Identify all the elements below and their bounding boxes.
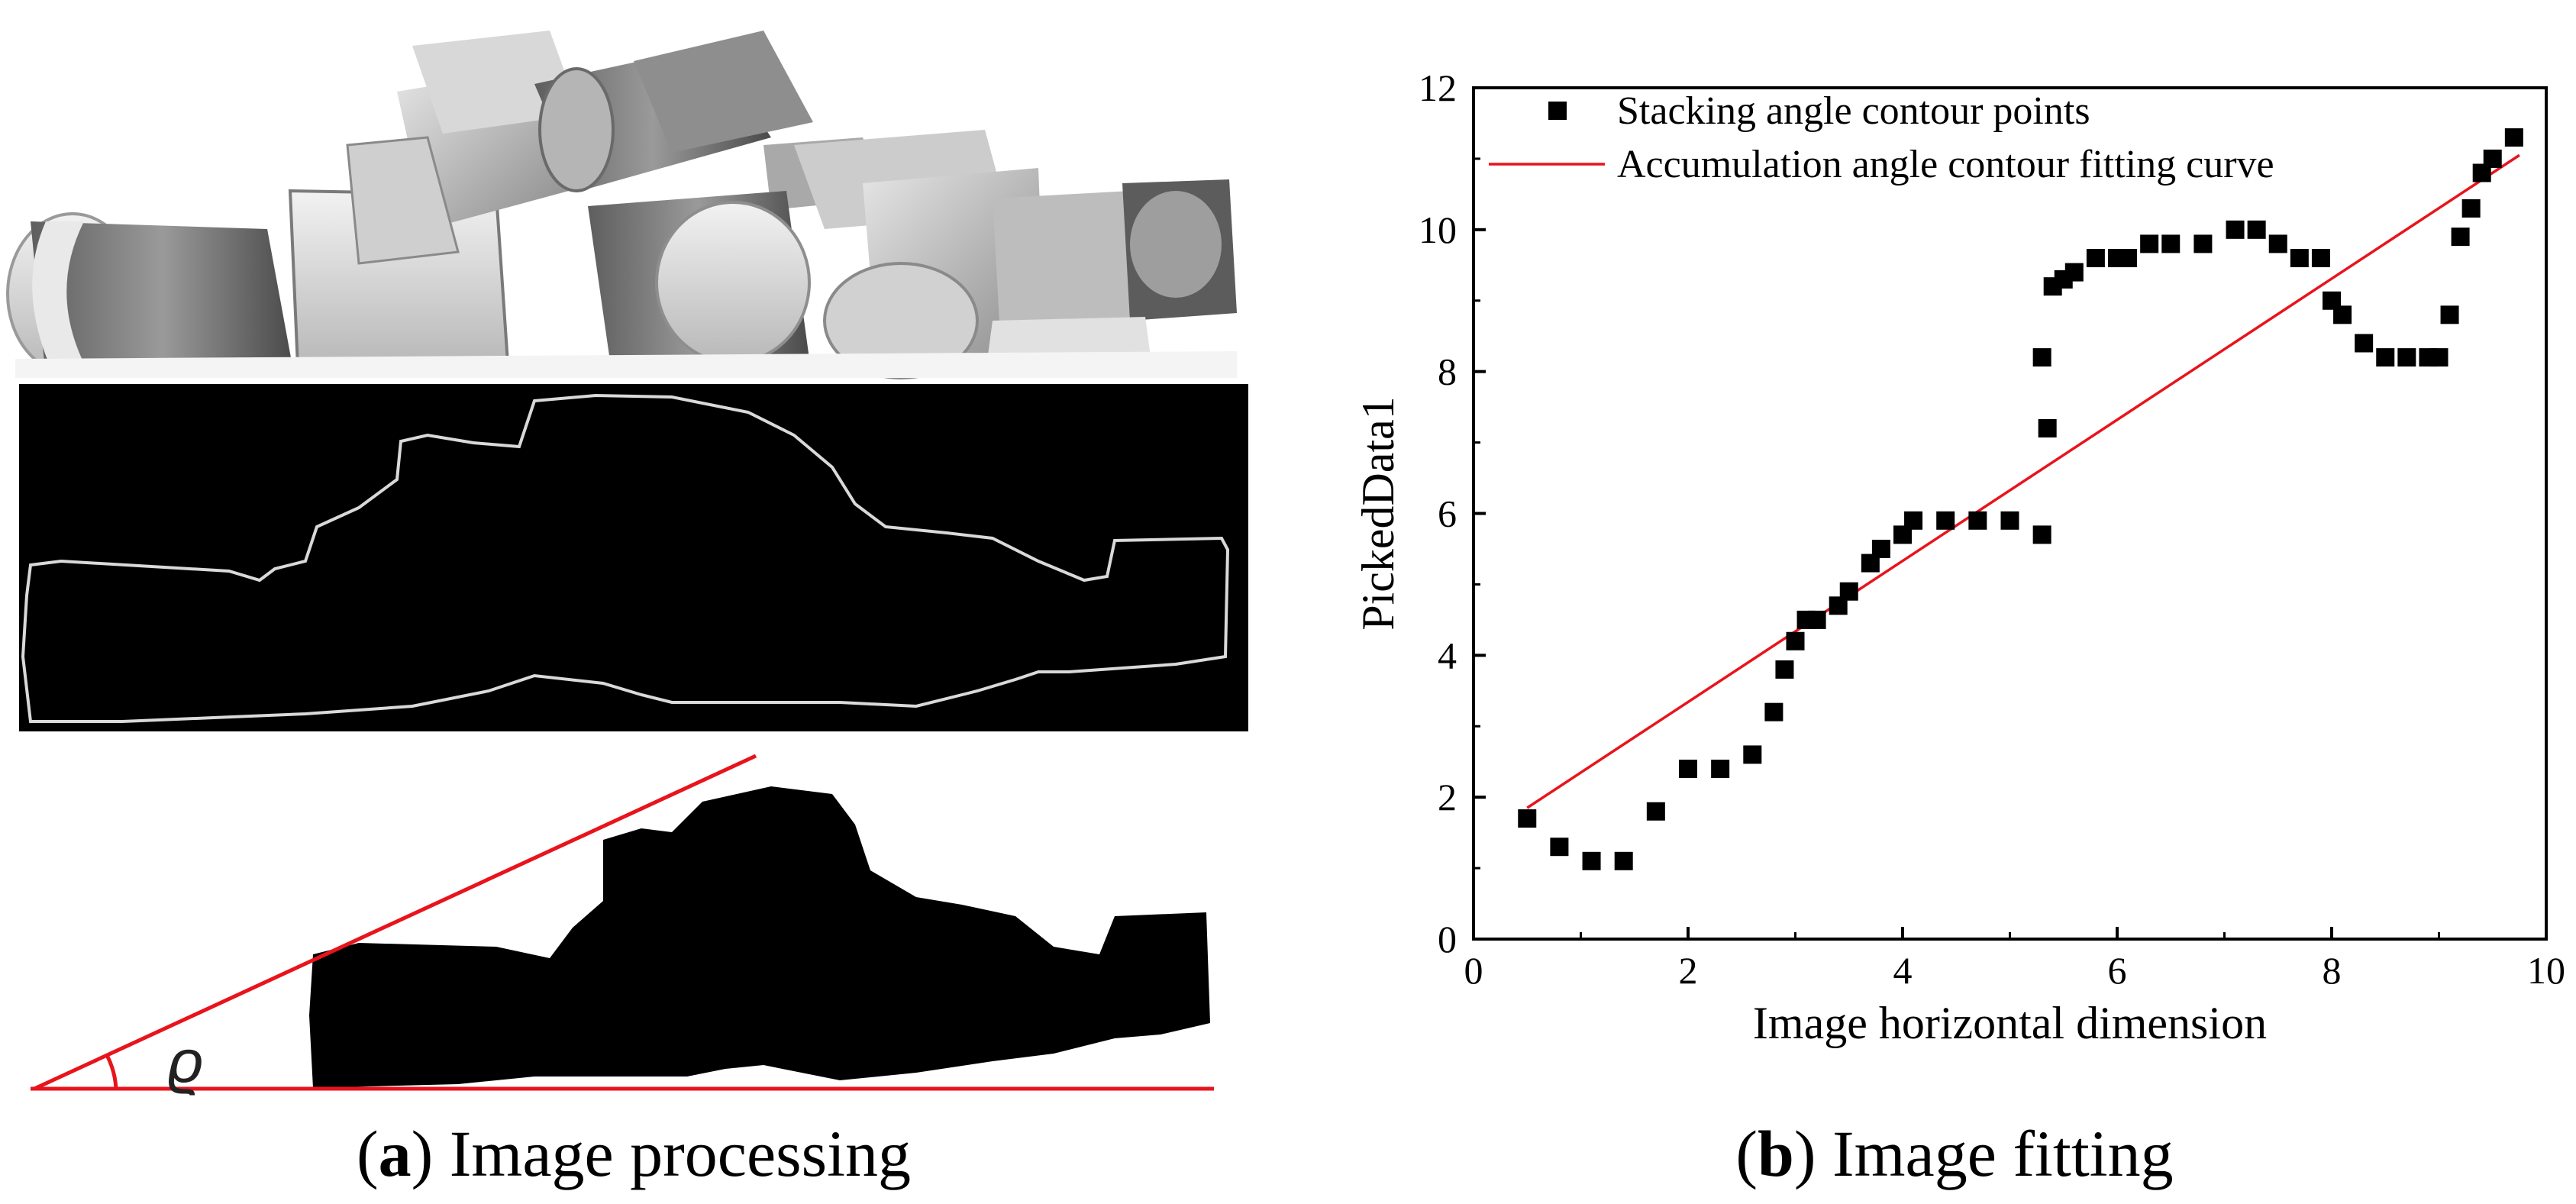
panel-a: ϱ (a) Image processing	[6, 31, 1248, 1190]
scatter-point	[2451, 228, 2470, 247]
angle-upper-line	[33, 754, 757, 1091]
scatter-point	[2483, 149, 2502, 168]
scatter-point	[2333, 305, 2352, 324]
y-tick-label: 12	[1419, 66, 1457, 109]
scatter-chart: 0 2 4 6 8 10 0 2 4 6 8 10 12 Image horizontal dimensi…	[1353, 66, 2565, 1048]
x-tick-label: 8	[2323, 949, 2342, 992]
legend-label-fit: Accumulation angle contour fitting curve	[1617, 143, 2274, 186]
caption-a-text: Image processing	[450, 1117, 911, 1190]
scatter-point	[2440, 305, 2459, 324]
caption-b-text: Image fitting	[1832, 1117, 2174, 1190]
scatter-point	[1871, 539, 1890, 558]
caption-a-letter: a	[379, 1117, 412, 1190]
angle-arc	[105, 1054, 118, 1089]
scatter-point	[2038, 419, 2057, 437]
scatter-point	[2355, 334, 2374, 353]
x-tick-label: 0	[1464, 949, 1483, 992]
binary-silhouette	[309, 786, 1210, 1088]
x-tick-label: 2	[1679, 949, 1698, 992]
scatter-point	[1711, 760, 1730, 778]
x-tick-label: 10	[2527, 949, 2565, 992]
scatter-point	[1614, 851, 1633, 870]
scatter-point	[2193, 234, 2213, 253]
scatter-point	[1582, 851, 1601, 870]
y-tick-label: 4	[1438, 634, 1457, 676]
scatter-point	[2397, 348, 2416, 367]
scatter-point	[2064, 263, 2084, 282]
scatter-point	[2140, 234, 2159, 253]
panel-b: 0 2 4 6 8 10 0 2 4 6 8 10 12 Image horizontal dimensi…	[1353, 66, 2565, 1190]
extracted-contour	[21, 393, 1230, 723]
scatter-point	[1764, 702, 1784, 721]
y-tick-label: 8	[1438, 350, 1457, 393]
legend-label-points: Stacking angle contour points	[1617, 89, 2090, 133]
wood-pile-photo	[6, 31, 1237, 379]
scatter-point	[1807, 610, 1826, 629]
y-tick-label: 6	[1438, 492, 1457, 535]
angle-symbol: ϱ	[168, 1028, 203, 1096]
scatter-point	[2247, 220, 2266, 239]
x-tick-label: 6	[2108, 949, 2127, 992]
svg-text:(b) Image fitting: (b) Image fitting	[1735, 1117, 2173, 1190]
scatter-point	[2290, 249, 2309, 267]
caption-b-letter: b	[1758, 1117, 1794, 1190]
y-axis-title: PickedData1	[1353, 396, 1403, 631]
scatter-point	[1936, 511, 1955, 530]
fit-line	[1526, 153, 2520, 809]
scatter-point	[2086, 249, 2105, 267]
scatter-point	[2268, 234, 2287, 253]
scatter-point	[2504, 128, 2523, 147]
scatter-point	[2032, 525, 2051, 544]
scatter-point	[2226, 220, 2245, 239]
scatter-point	[1786, 631, 1805, 650]
scatter-point	[1518, 809, 1537, 828]
x-axis-title: Image horizontal dimension	[1753, 998, 2267, 1048]
scatter-point	[2119, 249, 2138, 267]
scatter-point	[2461, 199, 2481, 218]
contour-panel	[19, 384, 1248, 731]
scatter-point	[2429, 348, 2448, 367]
scatter-point	[2032, 348, 2051, 367]
svg-text:(a) Image processing: (a) Image processing	[357, 1117, 911, 1190]
y-tick-label: 0	[1438, 918, 1457, 960]
caption-b: (b) Image fitting	[1735, 1117, 2173, 1190]
scatter-point	[1904, 511, 1923, 530]
scatter-point	[2311, 249, 2330, 267]
legend-marker-points	[1548, 102, 1567, 120]
scatter-point	[1679, 760, 1697, 778]
x-tick-label: 4	[1893, 949, 1913, 992]
y-tick-label: 2	[1438, 776, 1457, 818]
caption-a: (a) Image processing	[357, 1117, 911, 1190]
y-tick-label: 10	[1419, 208, 1457, 251]
scatter-point	[2161, 234, 2181, 253]
scatter-point	[1968, 511, 1987, 530]
scatter-point	[2000, 511, 2019, 530]
scatter-point	[1646, 802, 1665, 821]
scatter-point	[1775, 660, 1794, 679]
scatter-point	[1550, 838, 1569, 857]
scatter-point	[1743, 745, 1762, 764]
scatter-point	[1839, 582, 1858, 601]
scatter-point	[2376, 348, 2395, 367]
